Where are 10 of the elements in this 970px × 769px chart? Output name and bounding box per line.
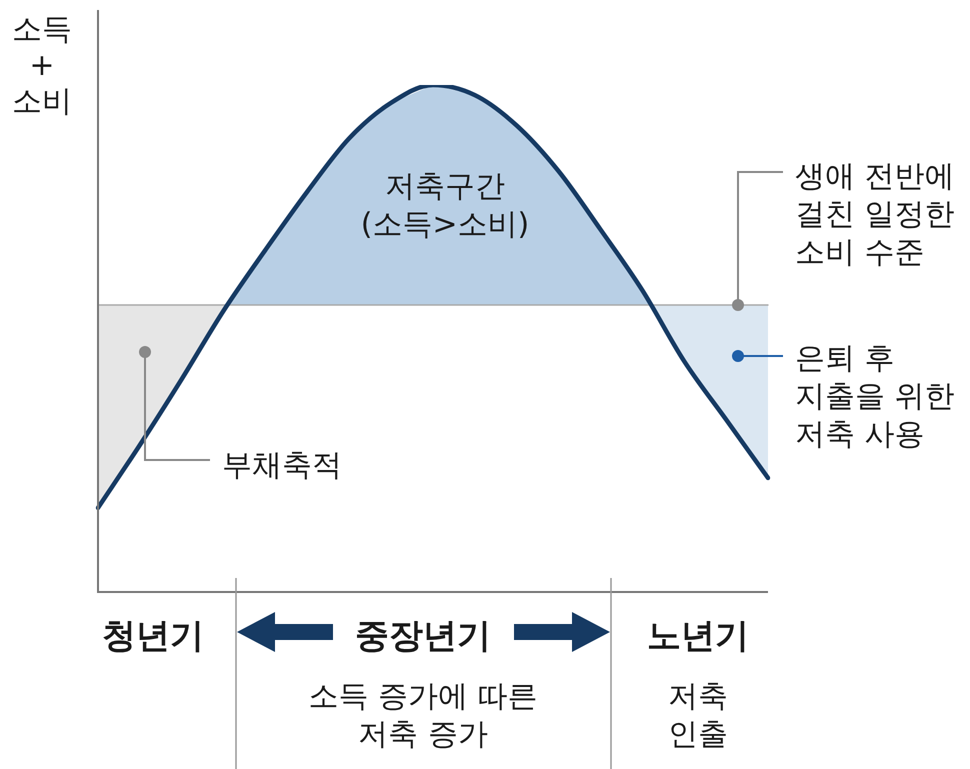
text: 소득 증가에 따른 저축 증가 — [307, 678, 539, 754]
y-axis-title: 소득 + 소비 — [11, 12, 73, 120]
annotation: 부채축적 — [222, 447, 342, 485]
text: 생애 전반에 걸친 일정한 소비 수준 — [795, 158, 955, 272]
text: 은퇴 후 지출을 위한 저축 사용 — [795, 340, 955, 454]
text: 노년기 — [646, 615, 750, 658]
text: 중장년기 — [354, 615, 492, 658]
text: 저축 인출 — [668, 679, 728, 752]
annotation: 저축구간 (소득>소비) — [360, 168, 530, 244]
text: 청년기 — [101, 615, 205, 658]
